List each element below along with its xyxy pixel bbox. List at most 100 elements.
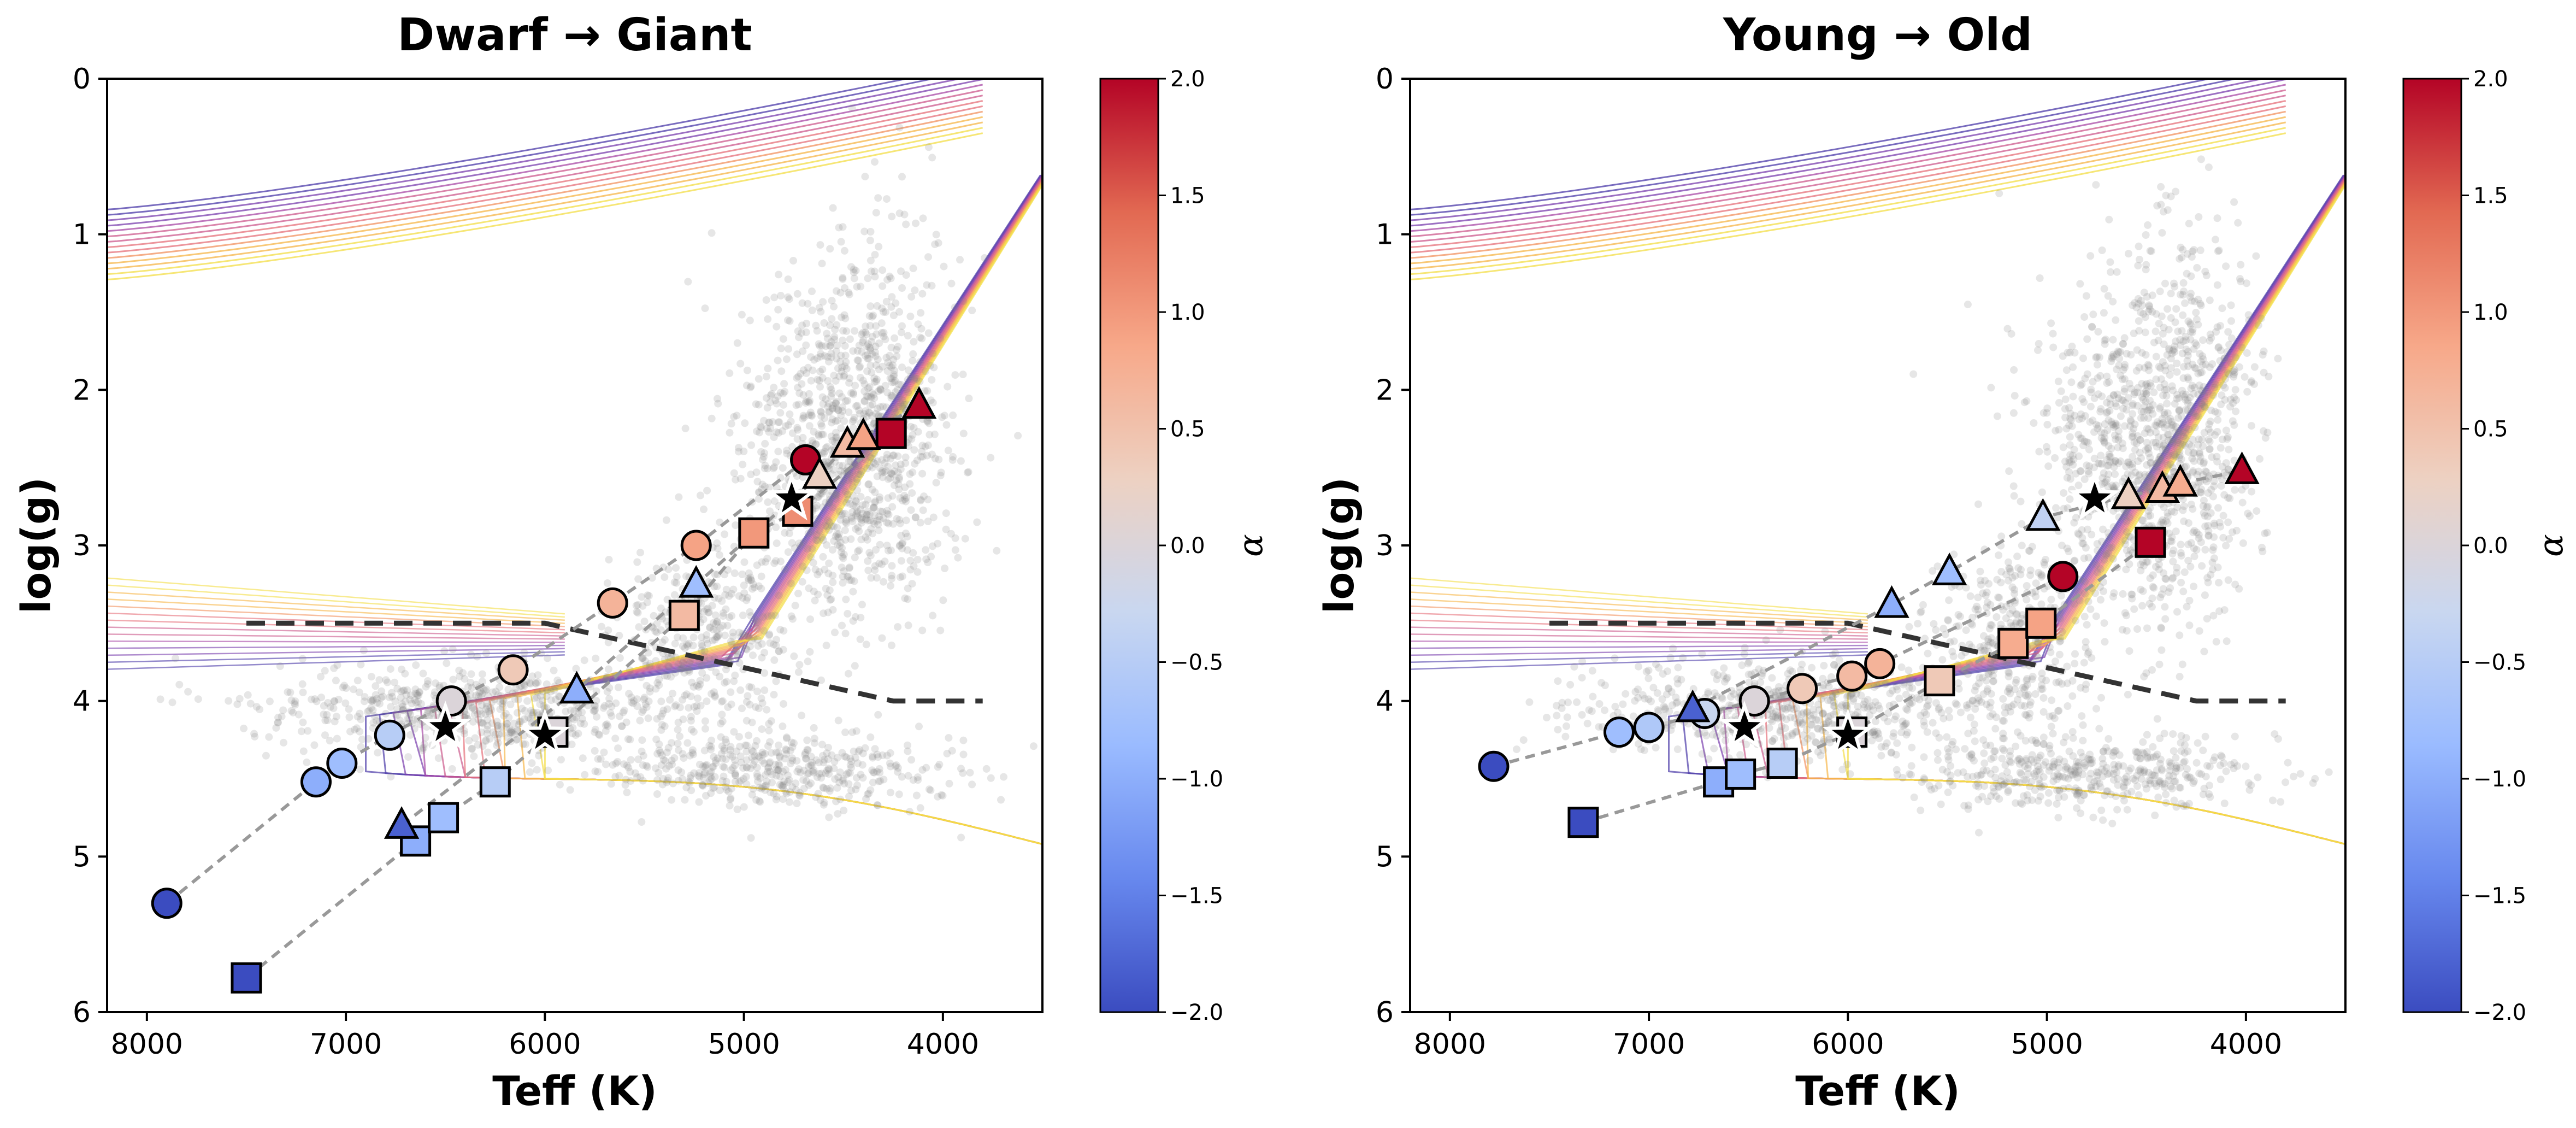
density-point bbox=[959, 769, 967, 777]
density-point bbox=[758, 640, 766, 648]
density-point bbox=[485, 707, 493, 715]
density-point bbox=[770, 293, 779, 302]
density-point bbox=[2149, 401, 2157, 409]
density-point bbox=[794, 384, 802, 392]
density-point bbox=[895, 209, 904, 218]
density-point bbox=[729, 628, 737, 637]
density-point bbox=[2175, 407, 2183, 415]
density-point bbox=[763, 424, 771, 432]
density-point bbox=[2044, 799, 2053, 807]
density-point bbox=[1788, 701, 1796, 709]
density-point bbox=[841, 284, 848, 292]
density-point bbox=[839, 777, 847, 785]
density-point bbox=[591, 707, 599, 715]
density-point bbox=[1776, 726, 1784, 735]
density-point bbox=[168, 698, 176, 707]
density-point bbox=[2158, 590, 2166, 598]
density-point bbox=[489, 728, 497, 736]
density-point bbox=[857, 492, 865, 501]
density-point bbox=[849, 424, 857, 432]
density-point bbox=[614, 683, 622, 691]
density-point bbox=[810, 427, 818, 436]
density-point bbox=[736, 474, 745, 483]
isochrone-line bbox=[107, 641, 565, 643]
density-point bbox=[624, 735, 632, 743]
density-point bbox=[2112, 792, 2120, 800]
density-point bbox=[809, 366, 817, 374]
density-point bbox=[355, 688, 363, 696]
density-point bbox=[2198, 361, 2207, 369]
density-point bbox=[470, 752, 478, 760]
isochrone-line bbox=[1410, 648, 1868, 656]
density-point bbox=[801, 749, 810, 757]
density-point bbox=[2123, 627, 2131, 635]
density-point bbox=[845, 470, 853, 478]
density-point bbox=[849, 501, 857, 509]
density-point bbox=[645, 697, 653, 706]
density-point bbox=[852, 498, 860, 506]
density-point bbox=[2100, 469, 2108, 477]
density-point bbox=[2204, 425, 2213, 433]
density-point bbox=[500, 712, 508, 720]
circle-marker bbox=[680, 530, 712, 561]
density-point bbox=[484, 721, 492, 730]
density-point bbox=[669, 779, 677, 788]
density-point bbox=[868, 485, 876, 494]
density-point bbox=[890, 371, 898, 379]
density-point bbox=[847, 763, 856, 772]
density-point bbox=[755, 704, 763, 713]
density-point bbox=[934, 763, 942, 771]
density-point bbox=[876, 515, 884, 524]
density-point bbox=[814, 514, 822, 522]
density-point bbox=[2049, 730, 2057, 738]
density-point bbox=[771, 761, 780, 769]
density-point bbox=[339, 683, 347, 691]
density-point bbox=[839, 510, 847, 518]
density-point bbox=[665, 662, 673, 671]
density-point bbox=[2066, 414, 2074, 422]
density-point bbox=[857, 467, 865, 475]
density-point bbox=[2186, 562, 2195, 571]
density-point bbox=[754, 636, 762, 644]
density-point bbox=[870, 503, 878, 512]
density-point bbox=[759, 783, 767, 791]
density-point bbox=[815, 377, 823, 385]
y-tick-label: 4 bbox=[73, 685, 91, 718]
density-point bbox=[849, 617, 857, 625]
density-point bbox=[875, 243, 883, 251]
density-point bbox=[792, 779, 800, 788]
density-point bbox=[871, 251, 879, 259]
density-point bbox=[353, 713, 362, 721]
density-point bbox=[2169, 436, 2177, 443]
density-point bbox=[2130, 605, 2138, 613]
density-point bbox=[2213, 453, 2221, 461]
density-point bbox=[2103, 408, 2112, 416]
density-point bbox=[1736, 751, 1744, 759]
reference-star-marker bbox=[766, 472, 817, 521]
density-point bbox=[725, 655, 733, 663]
density-point bbox=[2100, 309, 2108, 317]
density-point bbox=[920, 492, 928, 501]
density-point bbox=[2201, 267, 2209, 275]
density-point bbox=[2139, 395, 2147, 403]
density-point bbox=[887, 547, 895, 555]
density-point bbox=[657, 604, 665, 613]
density-point bbox=[788, 738, 795, 747]
density-point bbox=[657, 697, 665, 706]
density-point bbox=[2282, 778, 2290, 786]
density-point bbox=[870, 520, 879, 528]
density-point bbox=[382, 709, 390, 718]
density-point bbox=[833, 287, 840, 295]
density-point bbox=[869, 753, 876, 760]
density-point bbox=[834, 773, 842, 782]
density-point bbox=[883, 450, 891, 459]
density-point bbox=[2076, 280, 2084, 288]
density-point bbox=[865, 312, 874, 320]
density-point bbox=[904, 747, 912, 755]
density-point bbox=[890, 378, 898, 386]
density-point bbox=[842, 519, 851, 527]
density-point bbox=[2152, 352, 2160, 361]
density-point bbox=[796, 789, 804, 797]
density-point bbox=[411, 696, 419, 704]
density-point bbox=[569, 730, 576, 738]
